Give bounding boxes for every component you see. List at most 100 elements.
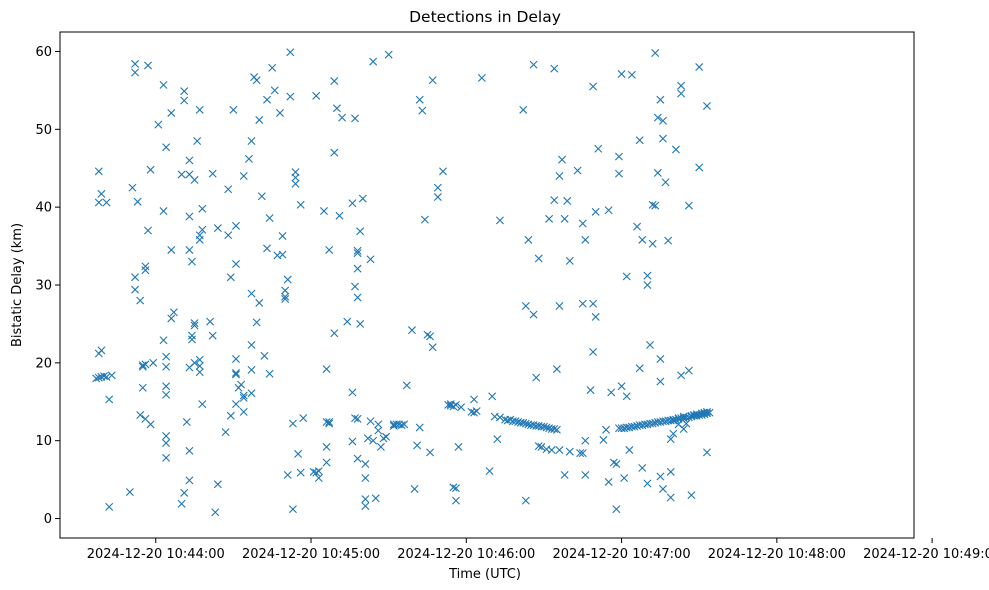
data-point xyxy=(666,435,675,444)
data-point xyxy=(149,358,158,367)
data-point xyxy=(472,407,481,416)
data-point xyxy=(162,453,171,462)
data-point xyxy=(107,371,116,380)
data-point xyxy=(167,108,176,117)
y-tick-label: 10 xyxy=(35,434,52,449)
data-point xyxy=(211,508,220,517)
data-point xyxy=(604,206,613,215)
data-point xyxy=(356,319,365,328)
data-point xyxy=(162,362,171,371)
data-point xyxy=(265,369,274,378)
data-point xyxy=(495,216,504,225)
data-point xyxy=(167,314,176,323)
data-point xyxy=(625,446,634,455)
data-point xyxy=(576,449,585,458)
data-point xyxy=(428,343,437,352)
data-point xyxy=(578,299,587,308)
data-point xyxy=(534,254,543,263)
data-point xyxy=(291,173,300,182)
data-point xyxy=(185,245,194,254)
data-point xyxy=(594,144,603,153)
data-point xyxy=(658,134,667,143)
y-tick-label: 60 xyxy=(35,45,52,60)
data-point xyxy=(353,249,362,258)
x-tick-label: 2024-12-20 10:48:00 xyxy=(708,547,846,562)
data-point xyxy=(415,95,424,104)
data-point xyxy=(589,82,598,91)
data-point xyxy=(361,495,370,504)
x-tick-label: 2024-12-20 10:49:00 xyxy=(863,547,989,562)
data-point xyxy=(547,446,556,455)
data-point xyxy=(524,235,533,244)
data-point xyxy=(125,488,134,497)
data-point xyxy=(493,435,502,444)
data-point xyxy=(656,377,665,386)
data-point xyxy=(702,407,711,416)
data-point xyxy=(198,400,207,409)
data-point xyxy=(286,92,295,101)
data-point xyxy=(677,81,686,90)
data-point xyxy=(94,373,103,382)
data-point xyxy=(268,63,277,72)
data-point xyxy=(198,204,207,213)
data-point xyxy=(143,226,152,235)
data-point xyxy=(702,101,711,110)
data-point xyxy=(599,435,608,444)
y-axis-ticks: 0 10 20 30 40 50 60 xyxy=(35,45,60,527)
y-tick-label: 30 xyxy=(35,279,52,294)
data-point xyxy=(361,474,370,483)
data-point xyxy=(656,472,665,481)
data-point xyxy=(695,63,704,72)
data-point xyxy=(521,496,530,505)
data-point xyxy=(351,414,360,423)
data-point xyxy=(195,105,204,114)
data-point xyxy=(275,108,284,117)
plot-area-frame xyxy=(59,31,915,539)
data-point xyxy=(195,235,204,244)
data-point xyxy=(187,257,196,266)
data-point xyxy=(167,245,176,254)
data-point xyxy=(529,310,538,319)
data-point xyxy=(664,236,673,245)
data-point xyxy=(651,201,660,210)
data-point xyxy=(555,172,564,181)
data-point xyxy=(193,136,202,145)
data-point xyxy=(578,219,587,228)
data-point xyxy=(105,502,114,511)
data-point xyxy=(281,286,290,295)
data-point xyxy=(410,484,419,493)
data-point xyxy=(581,436,590,445)
data-point xyxy=(94,167,103,176)
data-point xyxy=(332,104,341,113)
data-point xyxy=(291,179,300,188)
data-point xyxy=(633,222,642,231)
data-point xyxy=(185,156,194,165)
data-point xyxy=(651,49,660,58)
data-point xyxy=(283,275,292,284)
data-point xyxy=(560,214,569,223)
data-point xyxy=(433,193,442,202)
data-point xyxy=(700,408,709,417)
data-point xyxy=(351,282,360,291)
x-axis-label: Time (UTC) xyxy=(448,567,521,582)
data-point xyxy=(208,331,217,340)
data-point xyxy=(190,321,199,330)
data-point xyxy=(195,355,204,364)
data-point xyxy=(143,61,152,70)
data-point xyxy=(213,480,222,489)
data-point xyxy=(666,467,675,476)
data-point xyxy=(325,245,334,254)
data-point xyxy=(666,493,675,502)
data-point xyxy=(550,64,559,73)
data-point xyxy=(237,380,246,389)
data-point xyxy=(591,312,600,321)
data-point xyxy=(187,335,196,344)
data-point xyxy=(653,168,662,177)
data-point xyxy=(146,165,155,174)
data-point xyxy=(100,372,108,381)
data-point xyxy=(283,470,292,479)
data-point xyxy=(325,418,334,426)
data-point xyxy=(591,207,600,216)
data-point xyxy=(239,172,248,181)
data-point xyxy=(563,196,572,205)
